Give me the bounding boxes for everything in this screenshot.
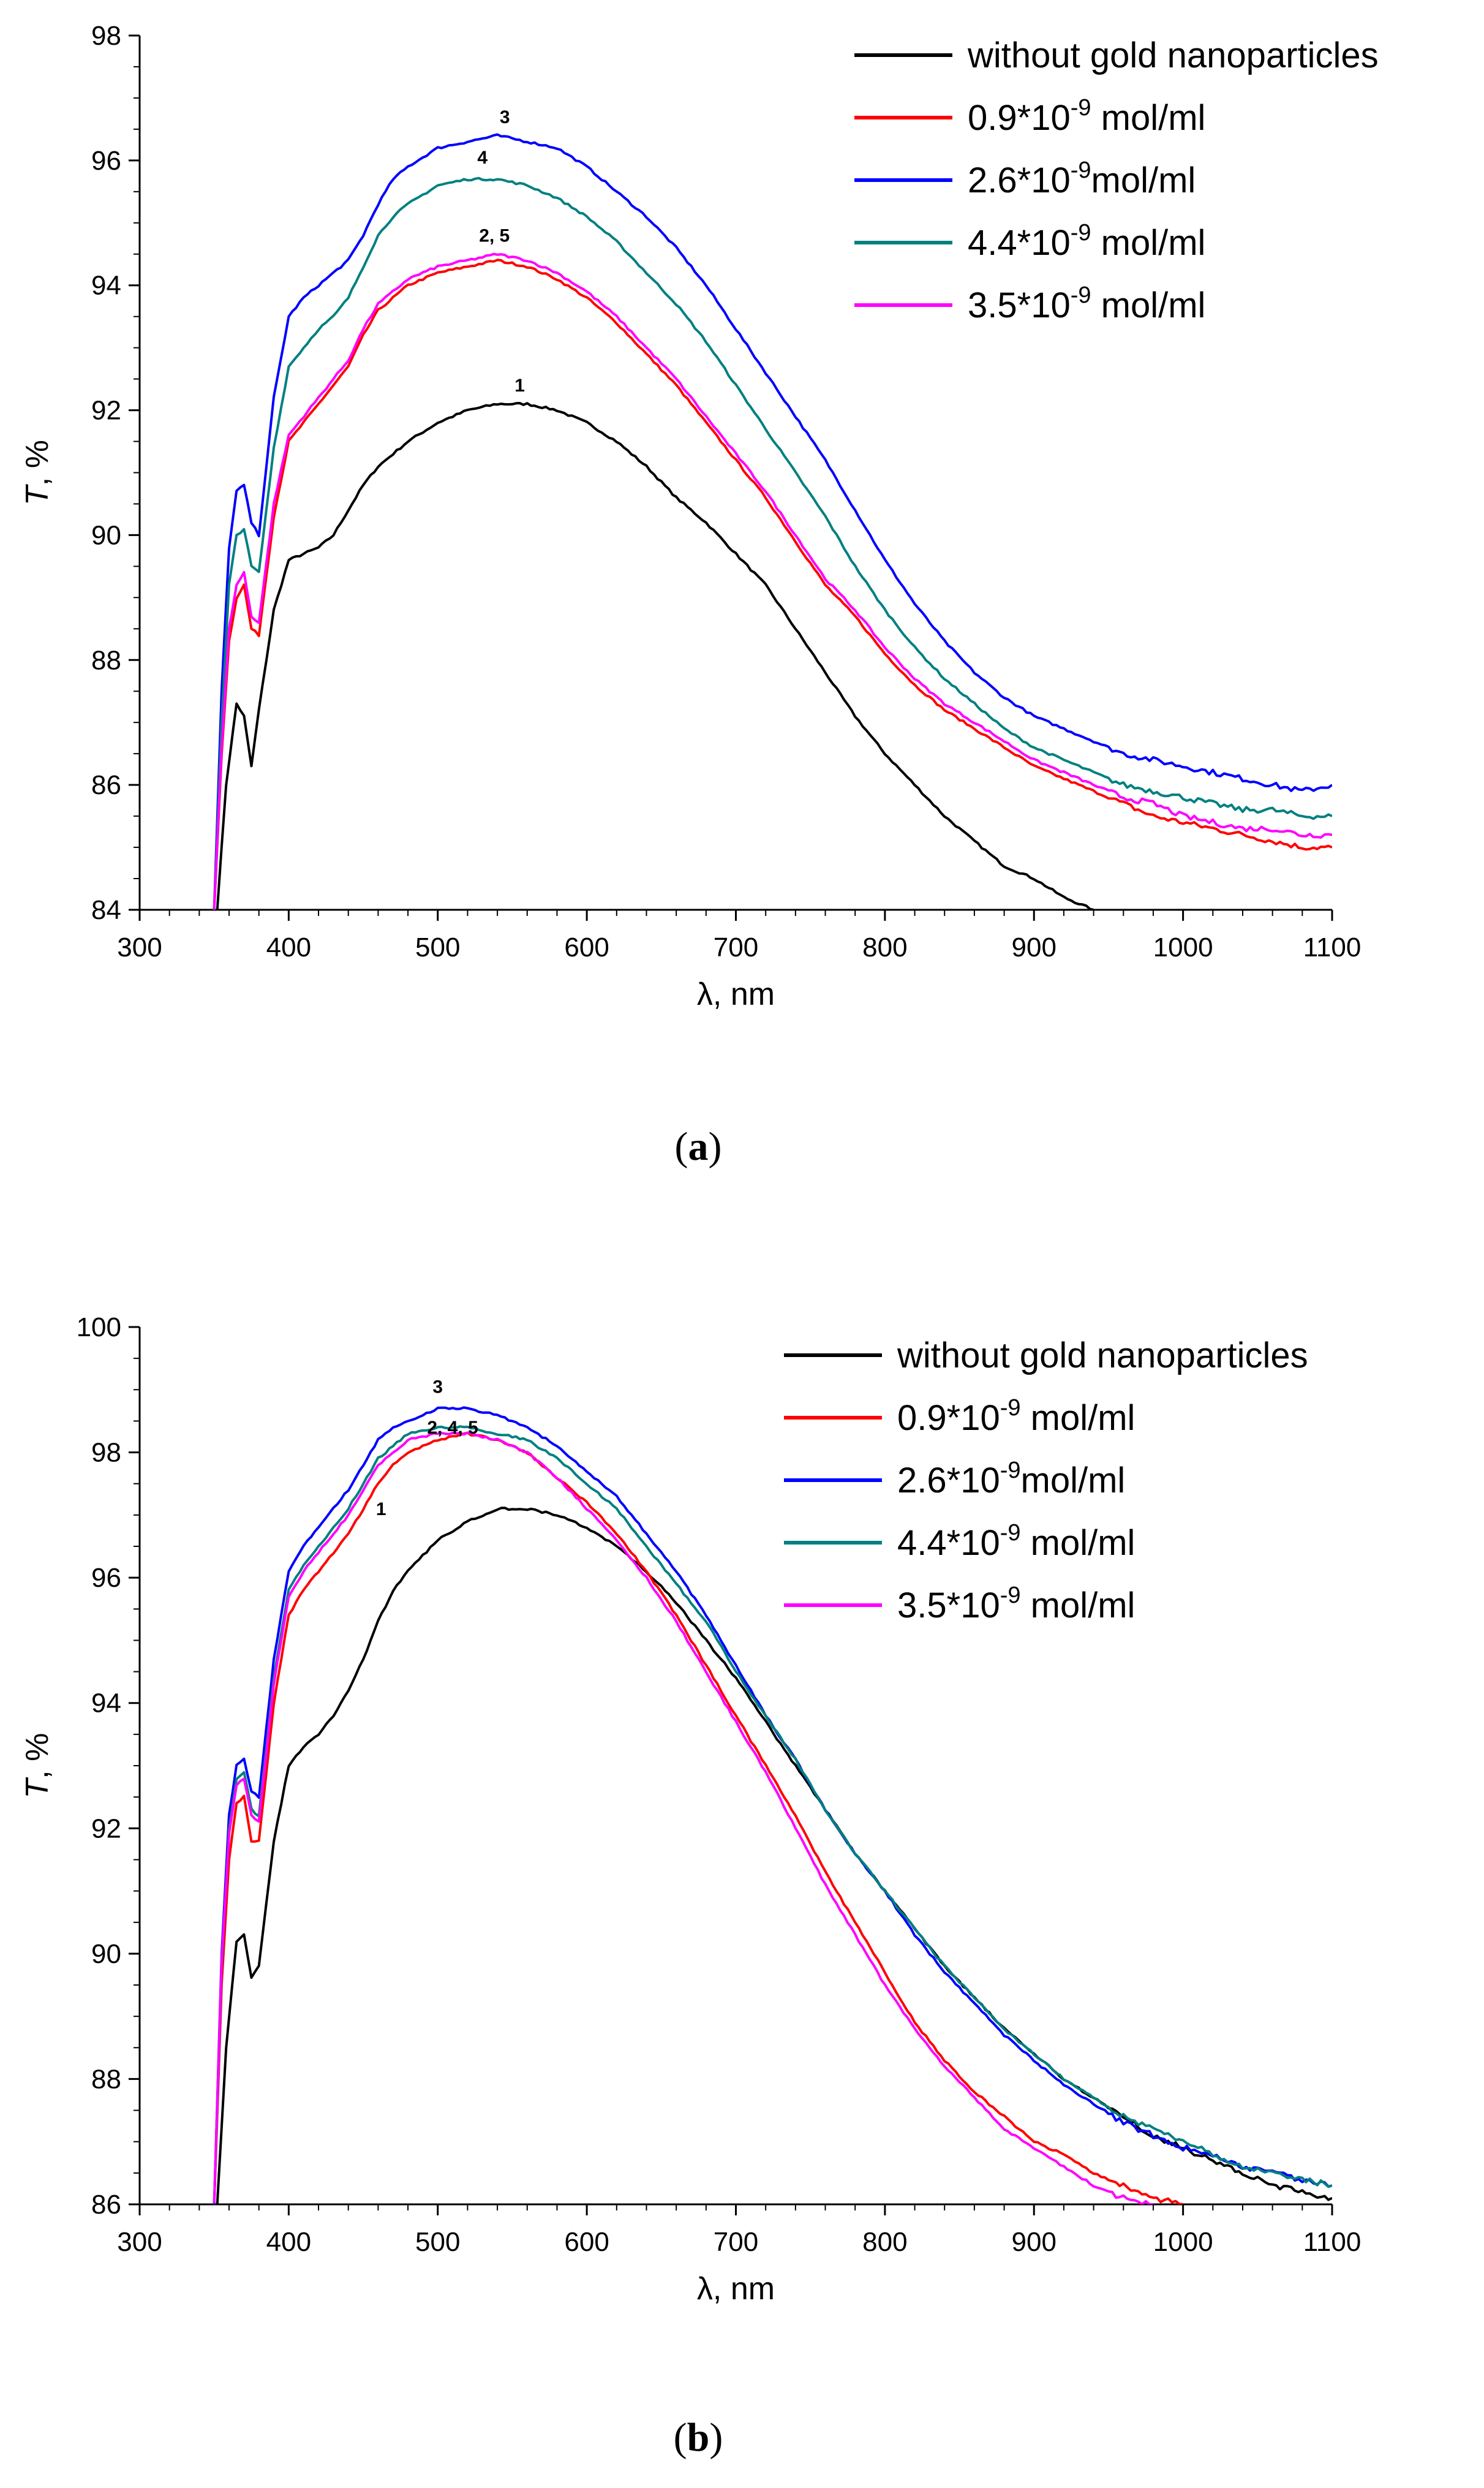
x-tick-label: 500: [415, 932, 460, 962]
curve-annotation: 3: [500, 107, 510, 127]
y-axis-label-symbol: T: [20, 484, 55, 505]
y-axis-label-symbol: T: [20, 1777, 55, 1798]
legend: without gold nanoparticles 0.9*10-9 mol/m…: [854, 36, 1379, 325]
x-tick-label: 1100: [1303, 932, 1362, 962]
y-tick-label: 90: [91, 1939, 121, 1969]
legend-entry-label: 0.9*10-9 mol/ml: [897, 1395, 1135, 1438]
x-axis-label: λ, nm: [697, 977, 775, 1012]
chart-b: 300 400 500 600 700 800 900 1000 110086889092949…: [20, 1312, 1361, 2460]
legend-entry-label: 4.4*10-9 mol/ml: [968, 220, 1205, 263]
x-tick-label: 1000: [1153, 2227, 1213, 2257]
series-line-1: [216, 402, 1094, 910]
curve-annotation: 1: [514, 376, 525, 396]
panel-caption: (a): [675, 1124, 722, 1169]
legend: without gold nanoparticles 0.9*10-9 mol/m…: [784, 1336, 1308, 1625]
legend-entry-label: 4.4*10-9 mol/ml: [897, 1520, 1135, 1563]
curve-annotation: 4: [477, 148, 488, 168]
y-tick-label: 88: [91, 2064, 121, 2094]
chart-a: 300 400 500 600 700 800 900 1000 1100 84 86 88 90 92 9…: [20, 21, 1379, 1169]
series-line-1: [216, 1507, 1332, 2204]
x-tick-label: 300: [117, 932, 162, 962]
legend-entry-label: 3.5*10-9 mol/ml: [968, 282, 1205, 325]
x-tick-label: 500: [415, 2227, 460, 2257]
y-tick-label: 86: [91, 2190, 121, 2220]
legend-entry-label: 2.6*10-9mol/ml: [897, 1458, 1125, 1500]
y-axis-label-unit: , %: [20, 440, 55, 486]
curve-annotation: 3: [432, 1377, 443, 1397]
x-tick-label: 900: [1012, 932, 1057, 962]
y-tick-label: 88: [91, 645, 121, 675]
x-tick-label: 600: [564, 2227, 609, 2257]
x-tick-label: 600: [564, 932, 609, 962]
series-line-2: [213, 1431, 1183, 2204]
legend-entry-label: 3.5*10-9 mol/ml: [897, 1582, 1135, 1625]
x-tick-label: 300: [117, 2227, 162, 2257]
legend-entry-label: 0.9*10-9 mol/ml: [968, 95, 1205, 138]
y-tick-label: 100: [77, 1312, 121, 1342]
y-axis-label: T, %: [20, 440, 55, 505]
y-tick-label: 92: [91, 1813, 121, 1843]
series-line-4: [213, 1425, 1332, 2204]
legend-entry-label: 2.6*10-9mol/ml: [968, 157, 1196, 200]
y-tick-label: 92: [91, 396, 121, 426]
series-line-4: [213, 176, 1332, 910]
y-axis-label-unit: , %: [20, 1733, 55, 1779]
legend-entry-label: without gold nanoparticles: [967, 36, 1379, 75]
y-tick-label: 98: [91, 1438, 121, 1468]
y-tick-label: 96: [91, 146, 121, 176]
x-tick-label: 700: [714, 932, 758, 962]
y-tick-label: 96: [91, 1563, 121, 1593]
x-tick-label: 1100: [1303, 2227, 1362, 2257]
curve-annotation: 1: [376, 1499, 386, 1519]
series-line-3: [213, 1406, 1332, 2204]
panel-caption: (b): [674, 2415, 723, 2460]
series-line-5: [213, 252, 1332, 910]
x-tick-label: 800: [862, 2227, 907, 2257]
series-line-3: [213, 133, 1332, 910]
curve-annotation: 2, 5: [479, 226, 510, 246]
curve-annotation: 2, 4, 5: [427, 1418, 478, 1438]
x-tick-label: 800: [862, 932, 907, 962]
y-axis-label: T, %: [20, 1733, 55, 1799]
x-tick-label: 400: [266, 932, 311, 962]
series-line-5: [213, 1431, 1153, 2204]
x-tick-label: 400: [266, 2227, 311, 2257]
x-tick-label: 1000: [1153, 932, 1213, 962]
y-tick-label: 98: [91, 21, 121, 51]
y-tick-label: 94: [91, 1688, 121, 1719]
y-tick-label: 84: [91, 895, 121, 925]
y-tick-label: 86: [91, 770, 121, 800]
x-axis-label: λ, nm: [697, 2271, 775, 2307]
y-tick-label: 94: [91, 271, 121, 301]
y-tick-label: 90: [91, 520, 121, 550]
series-line-2: [213, 259, 1332, 909]
legend-entry-label: without gold nanoparticles: [897, 1336, 1308, 1375]
x-tick-label: 900: [1012, 2227, 1057, 2257]
x-tick-label: 700: [714, 2227, 758, 2257]
